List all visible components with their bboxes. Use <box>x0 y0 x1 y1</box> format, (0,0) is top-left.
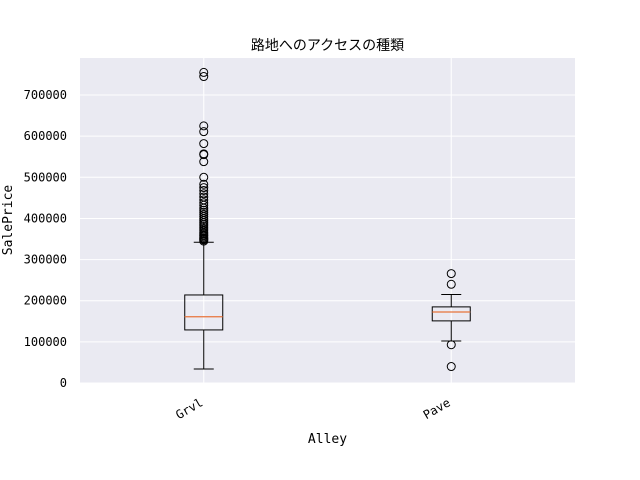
outlier-point <box>446 279 456 289</box>
y-tick-label: 300000 <box>24 253 67 267</box>
outlier-point <box>199 192 209 202</box>
x-tick-label-grvl: Grvl <box>173 395 205 422</box>
x-axis-ticks: Grvl Pave <box>173 395 453 422</box>
y-tick-label: 500000 <box>24 170 67 184</box>
iqr-box <box>184 294 224 331</box>
y-tick-label: 0 <box>60 376 67 390</box>
y-axis-ticks: 0 100000 200000 300000 400000 500000 600000 700… <box>24 88 67 390</box>
outlier-point <box>199 149 209 159</box>
outlier-point <box>446 340 456 350</box>
y-tick-label: 400000 <box>24 211 67 225</box>
y-tick-label: 100000 <box>24 335 67 349</box>
outlier-point <box>199 198 209 208</box>
y-tick-label: 200000 <box>24 294 67 308</box>
y-axis-label: SalePrice <box>1 185 16 256</box>
boxes-layer <box>184 67 471 372</box>
outlier-point <box>199 139 209 149</box>
chart-title: 路地へのアクセスの種類 <box>251 38 404 54</box>
outlier-point <box>446 362 456 372</box>
box-grvl <box>184 67 224 370</box>
outlier-point <box>199 172 209 182</box>
x-axis-label: Alley <box>308 432 347 447</box>
outlier-point <box>199 195 209 205</box>
iqr-box <box>431 306 471 322</box>
outlier-point <box>199 179 209 189</box>
outlier-point <box>199 189 209 199</box>
outlier-point <box>199 183 209 193</box>
outlier-point <box>199 67 209 77</box>
x-tick-label-pave: Pave <box>421 395 453 422</box>
y-tick-label: 700000 <box>24 88 67 102</box>
y-tick-label: 600000 <box>24 129 67 143</box>
outlier-point <box>199 72 209 82</box>
outlier-point <box>446 269 456 279</box>
plot-area <box>80 58 575 383</box>
outlier-point <box>199 185 209 195</box>
outlier-point <box>199 121 209 131</box>
box-pave <box>431 269 471 372</box>
outlier-point <box>199 127 209 137</box>
